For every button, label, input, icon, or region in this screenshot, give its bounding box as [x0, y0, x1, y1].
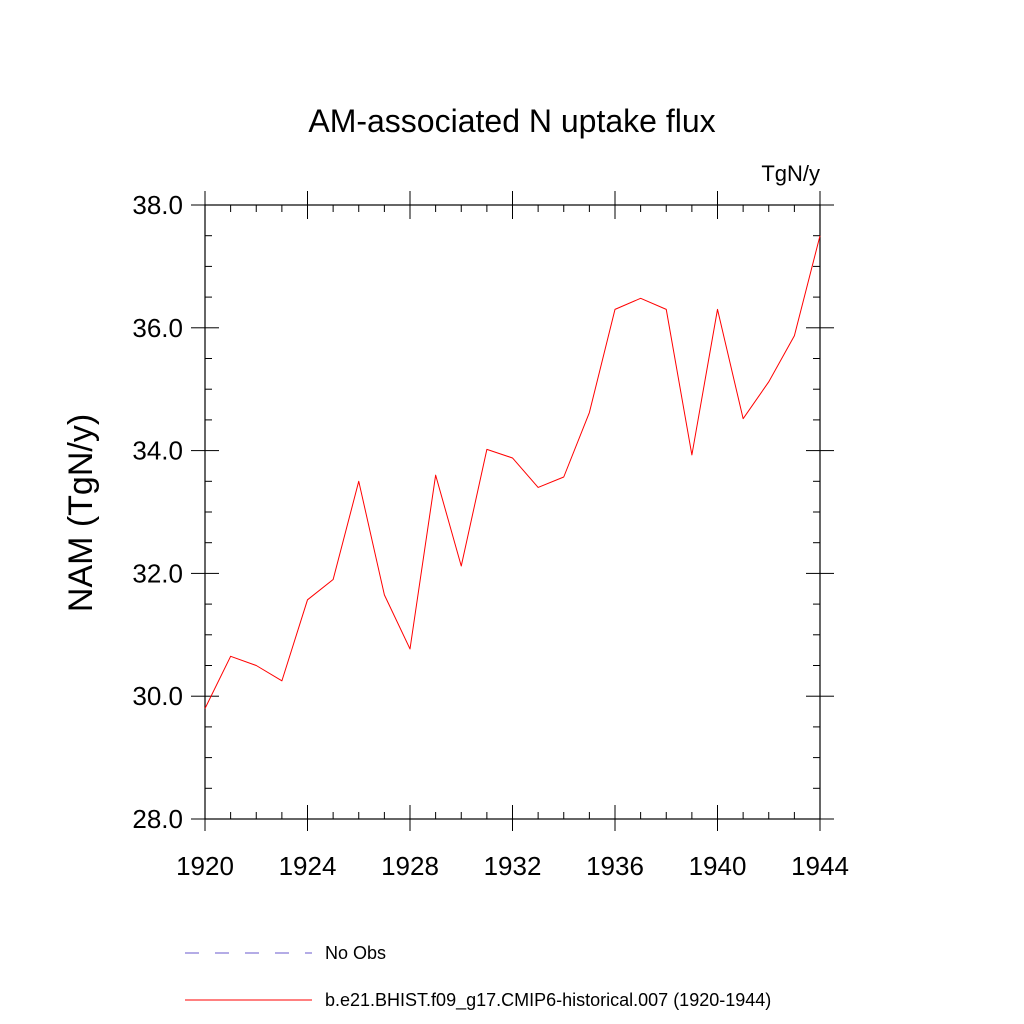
x-tick-label: 1924 — [279, 851, 337, 881]
series-layer — [204, 235, 821, 709]
legend: No Obs b.e21.BHIST.f09_g17.CMIP6-histori… — [185, 943, 771, 1011]
y-axis-label: NAM (TgN/y) — [62, 414, 100, 612]
x-tick-label: 1936 — [586, 851, 644, 881]
y-tick-label: 34.0 — [132, 436, 183, 466]
y-tick-label: 28.0 — [132, 804, 183, 834]
x-tick-label: 1940 — [689, 851, 747, 881]
axis-ticks — [191, 191, 834, 831]
y-tick-label: 36.0 — [132, 313, 183, 343]
x-tick-label: 1944 — [791, 851, 849, 881]
legend-label-historical: b.e21.BHIST.f09_g17.CMIP6-historical.007… — [325, 990, 771, 1011]
y-tick-label: 32.0 — [132, 558, 183, 588]
units-label: TgN/y — [761, 161, 820, 186]
x-tick-label: 1928 — [381, 851, 439, 881]
plot-frame — [204, 204, 821, 820]
x-tick-labels: 1920 1924 1928 1932 1936 1940 1944 — [176, 851, 849, 881]
series-line-historical — [204, 235, 821, 709]
y-tick-label: 38.0 — [132, 190, 183, 220]
x-tick-label: 1920 — [176, 851, 234, 881]
x-tick-label: 1932 — [484, 851, 542, 881]
y-tick-label: 30.0 — [132, 681, 183, 711]
y-tick-labels: 28.0 30.0 32.0 34.0 36.0 38.0 — [132, 190, 183, 834]
legend-label-no-obs: No Obs — [325, 943, 386, 963]
chart-title: AM-associated N uptake flux — [308, 103, 715, 139]
